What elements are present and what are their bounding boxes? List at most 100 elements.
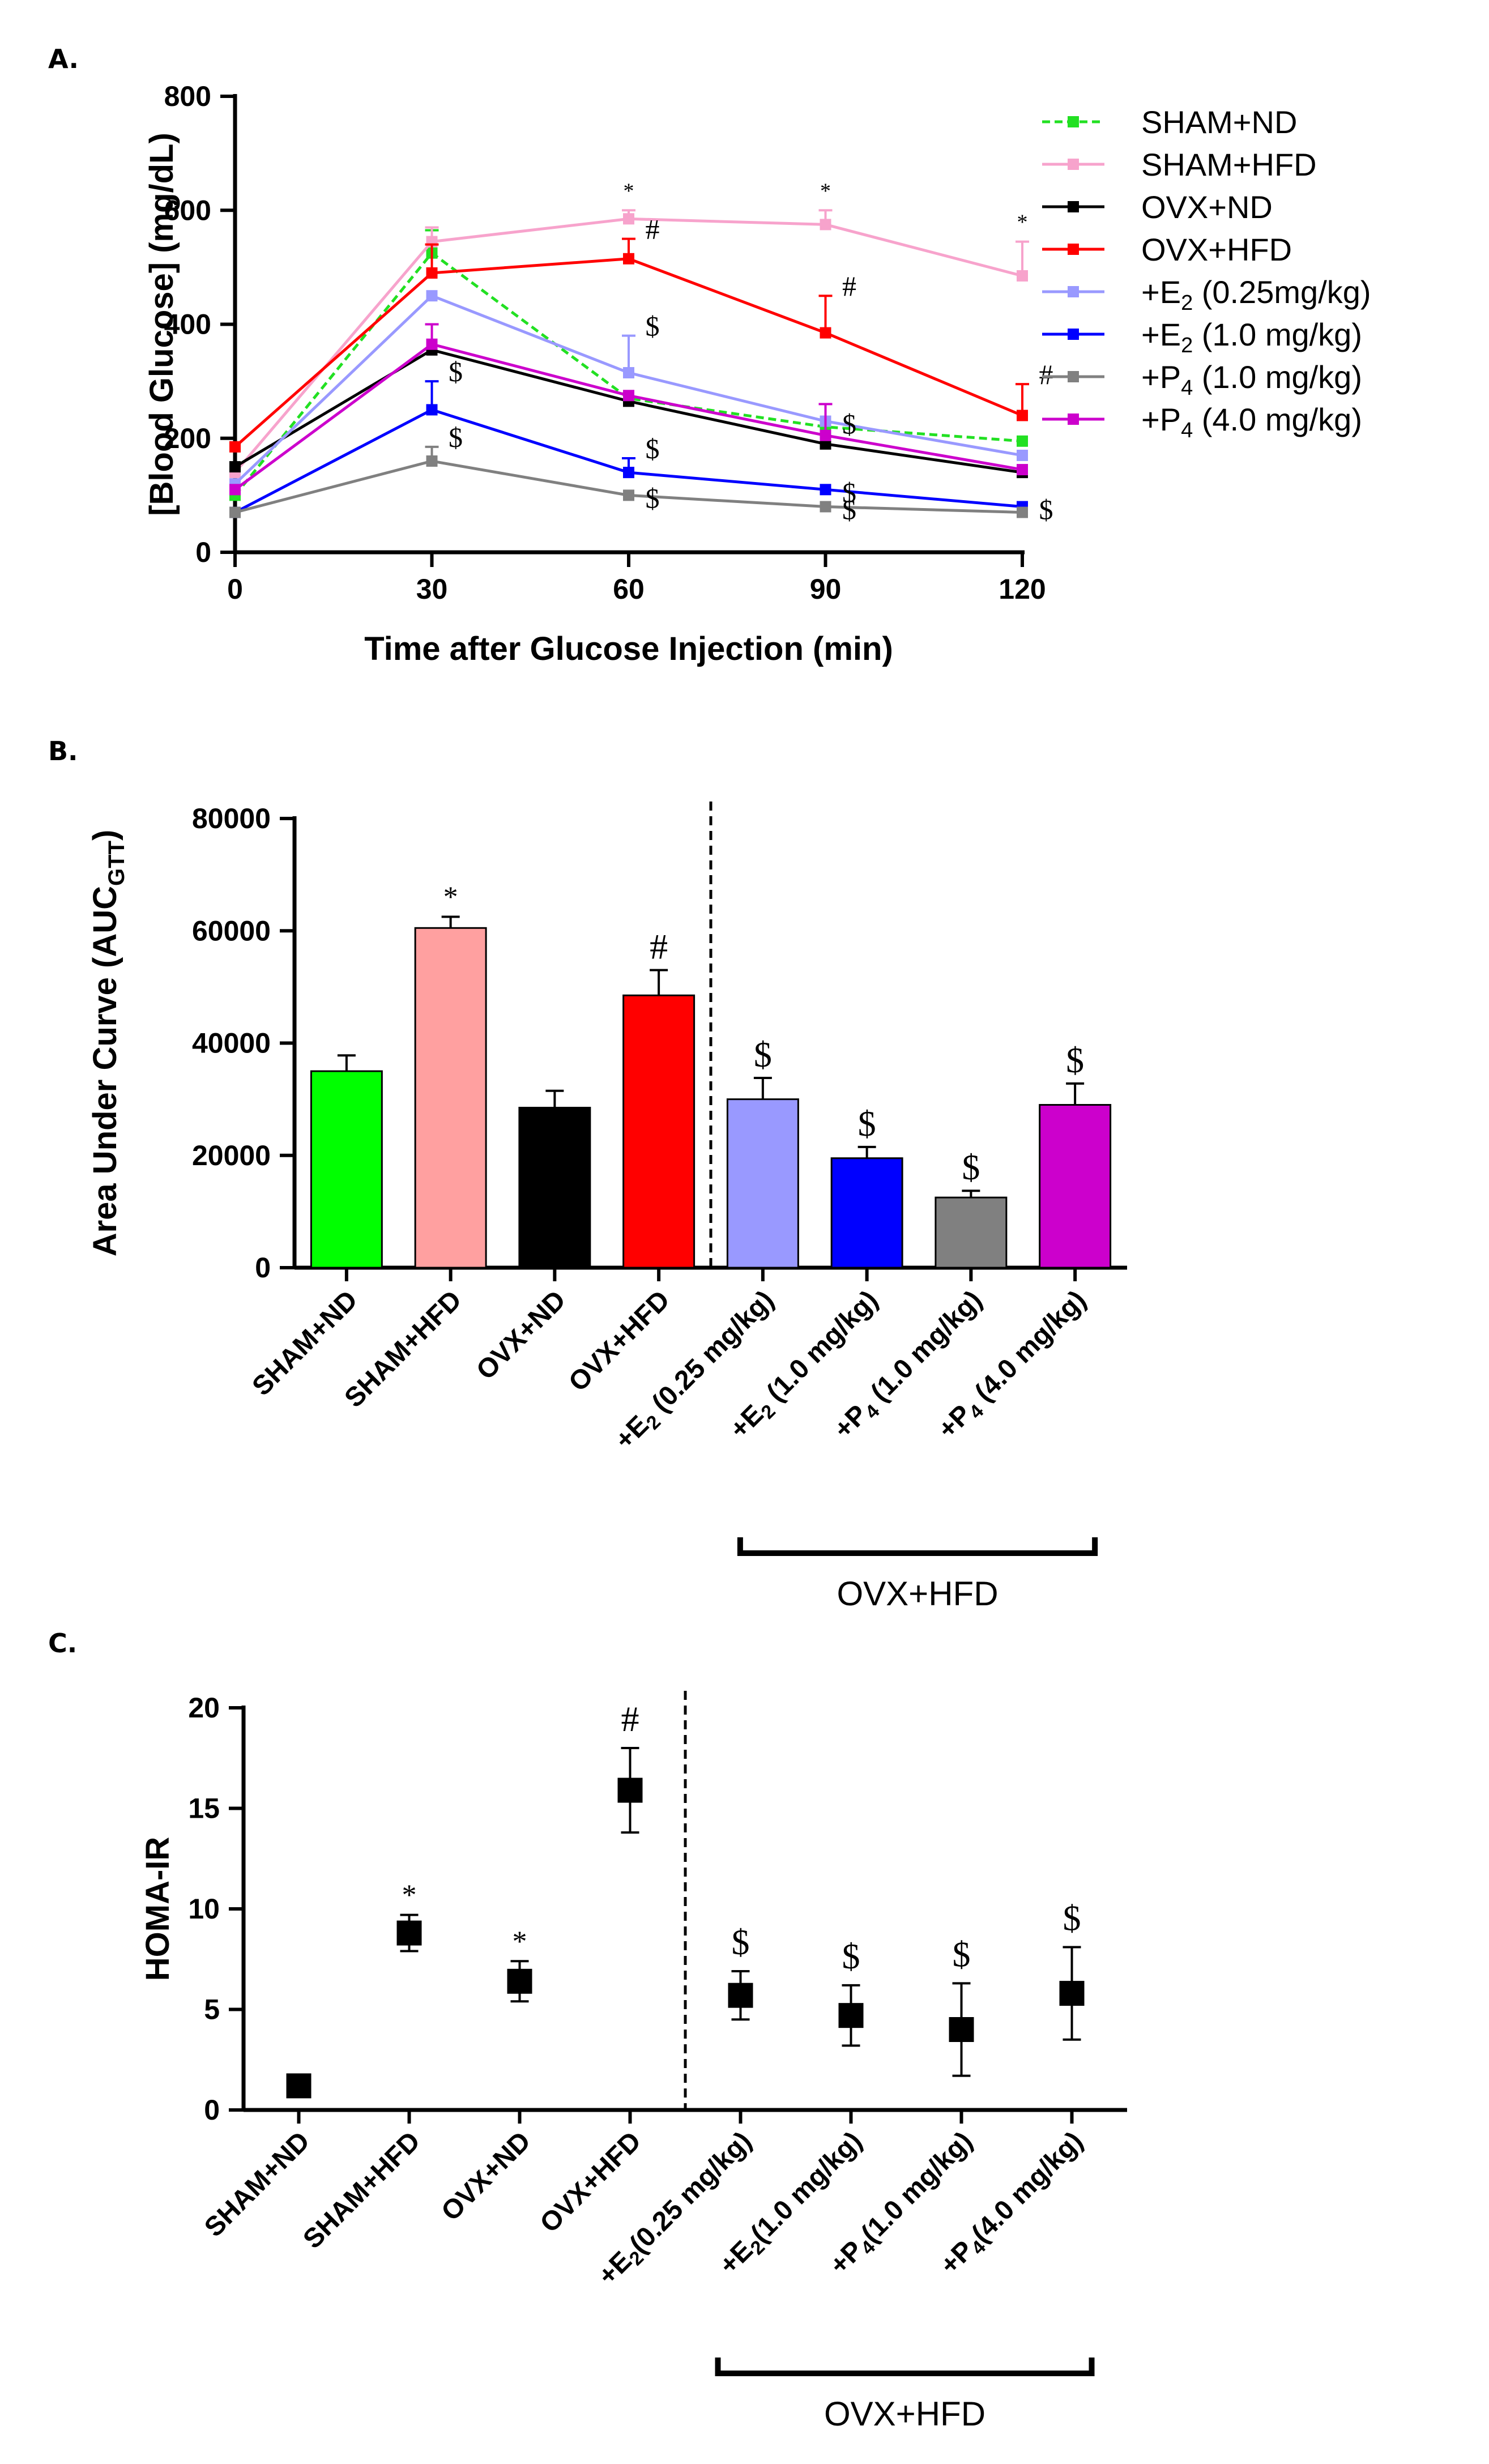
data-point (623, 213, 634, 225)
significance-mark: $ (858, 1103, 876, 1144)
bar (518, 1106, 591, 1269)
bar (726, 1098, 799, 1269)
bar-group: $ (726, 1034, 799, 1269)
legend-swatch-marker (1068, 329, 1079, 340)
significance-mark: # (842, 270, 856, 302)
y-tick-label: 10 (188, 1893, 220, 1925)
bar (935, 1196, 1008, 1269)
data-point (1017, 449, 1028, 461)
data-point (426, 267, 438, 279)
significance-mark: $ (754, 1034, 772, 1075)
bracket-line (715, 2358, 1095, 2376)
significance-mark: $ (1039, 494, 1053, 526)
data-point (426, 404, 438, 416)
chart-a-axes: 0 200 400 600 800 0 30 60 90 120 Time after Glucos… (143, 80, 1046, 667)
significance-mark: $ (962, 1147, 980, 1187)
data-point (623, 467, 634, 479)
group-bracket: OVX+HFD (715, 2358, 1095, 2433)
glucose-tolerance-line-chart: 0 200 400 600 800 0 30 60 90 120 Time after Glucos… (143, 80, 1371, 667)
legend-swatch-marker (1068, 201, 1079, 212)
data-point (229, 441, 241, 453)
series-5: $ $ $ $ (229, 356, 1053, 526)
series-7 (229, 323, 1028, 496)
panel-label-b: B. (48, 736, 78, 766)
point-group: * (396, 1879, 422, 1953)
data-point (1059, 1981, 1085, 2006)
data-point (1017, 270, 1028, 282)
bar (1039, 1104, 1112, 1269)
data-point (623, 367, 634, 379)
data-point (623, 253, 634, 265)
y-tick-label: 200 (164, 423, 211, 454)
x-tick-label: 0 (227, 573, 243, 605)
category-label: SHAM+ND (199, 2126, 315, 2243)
bar (414, 927, 487, 1269)
legend-label: +P4 (4.0 mg/kg) (1141, 402, 1362, 442)
legend-swatch-marker (1068, 413, 1079, 425)
bar-group: $ (830, 1103, 903, 1269)
chart-a-legend: SHAM+ND SHAM+HFD OVX+ND OVX+HFD +E2 (0.25mg/… (1042, 104, 1371, 442)
category-label: SHAM+ND (246, 1285, 363, 1401)
category-label: OVX+ND (471, 1285, 571, 1386)
category-label: SHAM+HFD (297, 2126, 426, 2254)
data-point (426, 338, 438, 350)
legend-swatch-marker (1068, 244, 1079, 255)
y-tick-label: 400 (164, 309, 211, 340)
panel-label-c: C. (48, 1628, 77, 1659)
y-tick-label: 800 (164, 80, 211, 112)
point-group: $ (838, 1936, 864, 2047)
significance-mark: $ (646, 433, 660, 464)
bar (830, 1157, 903, 1269)
significance-mark: * (443, 881, 458, 913)
significance-mark: $ (1063, 1898, 1081, 1938)
data-point (229, 484, 241, 496)
y-tick-label: 0 (195, 536, 211, 568)
bar-group (518, 1089, 591, 1269)
data-point (623, 489, 634, 501)
bar-group: * (414, 881, 487, 1269)
y-tick-label: 20 (188, 1692, 220, 1724)
legend-label: SHAM+HFD (1141, 147, 1317, 182)
series-3: # # # (229, 214, 1053, 453)
data-point (820, 219, 831, 231)
legend-swatch-marker (1068, 286, 1079, 297)
data-point (728, 1983, 753, 2008)
x-axis-title: Time after Glucose Injection (min) (364, 630, 893, 667)
point-group: $ (949, 1934, 974, 2077)
panel-label-a: A. (48, 44, 79, 74)
legend-item: +P4 (4.0 mg/kg) (1042, 402, 1362, 442)
significance-mark: $ (449, 421, 463, 453)
data-point (286, 2073, 312, 2099)
legend-swatch-marker (1068, 371, 1079, 382)
significance-mark: $ (842, 494, 856, 526)
point-group: $ (728, 1922, 753, 2021)
data-point (820, 438, 831, 450)
bar (622, 994, 696, 1269)
legend-swatch-marker (1068, 116, 1079, 127)
data-point (229, 461, 241, 473)
legend-item: SHAM+HFD (1042, 147, 1317, 182)
data-point (426, 290, 438, 302)
legend-label: SHAM+ND (1141, 104, 1297, 140)
legend-item: +E2 (1.0 mg/kg) (1042, 317, 1362, 357)
data-point (507, 1968, 532, 1994)
significance-mark: # (1039, 359, 1053, 390)
legend-label: +P4 (1.0 mg/kg) (1141, 359, 1362, 400)
significance-mark: # (646, 214, 660, 245)
y-tick-label: 600 (164, 194, 211, 226)
bar-group: $ (935, 1147, 1008, 1269)
legend-item: OVX+HFD (1042, 232, 1292, 267)
x-tick-label: 120 (999, 573, 1046, 605)
point-group: # (617, 1699, 643, 1834)
data-point (820, 327, 831, 339)
legend-item: +P4 (1.0 mg/kg) (1042, 359, 1362, 400)
data-point (820, 501, 831, 513)
significance-mark: * (820, 179, 831, 203)
data-point (949, 2017, 974, 2042)
significance-mark: * (624, 179, 634, 203)
y-tick-label: 80000 (192, 803, 271, 834)
significance-mark: # (650, 927, 668, 967)
group-bracket: OVX+HFD (737, 1537, 1098, 1613)
